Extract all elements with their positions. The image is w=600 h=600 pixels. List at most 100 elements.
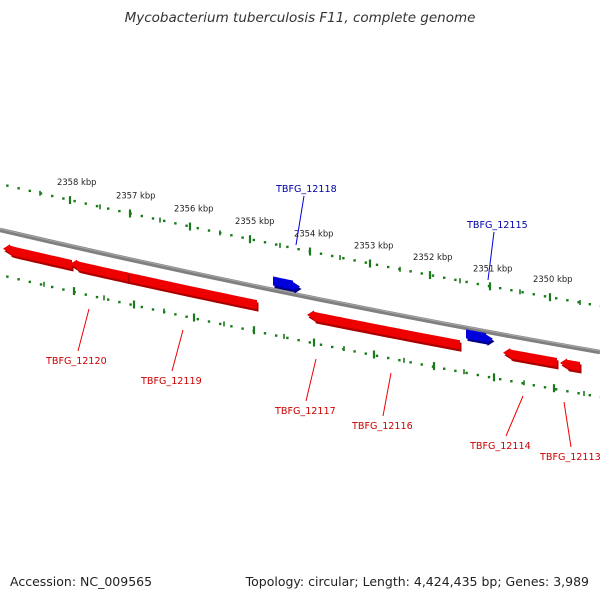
scale-dot <box>241 327 244 330</box>
scale-dot <box>6 184 9 187</box>
scale-dot <box>420 363 423 366</box>
gene-label: TBFG_12115 <box>466 220 528 231</box>
gene-arrow-tbfg_12115 <box>466 329 495 346</box>
scale-dot <box>107 207 110 210</box>
gene-arrow-tbfg_12119 <box>70 259 130 285</box>
scale-dot <box>499 286 502 290</box>
scale-dot <box>28 189 31 193</box>
scale-dot <box>174 313 177 316</box>
scale-tick-label: 2355 kbp <box>235 216 274 226</box>
scale-dot <box>510 380 513 383</box>
scale-dot <box>219 322 222 326</box>
scale-dot <box>454 369 457 373</box>
scale-dot <box>84 293 87 296</box>
scale-dot <box>476 282 479 286</box>
scale-dot <box>566 390 569 393</box>
scale-tick-label: 2356 kbp <box>174 204 213 214</box>
gene-arrow <box>3 244 72 270</box>
map-title: Mycobacterium tuberculosis F11, complete… <box>124 10 476 26</box>
scale-tick-label: 2354 kbp <box>294 229 333 239</box>
gene-label: TBFG_12120 <box>45 356 107 367</box>
scale-dot <box>51 285 54 289</box>
gene-arrow <box>560 358 580 372</box>
scale-dot <box>140 214 143 218</box>
scale-dot <box>431 274 435 277</box>
scale-dot <box>151 308 155 311</box>
gene-arrow <box>503 348 557 367</box>
scale-dot <box>319 252 323 255</box>
scale-dot <box>28 280 31 284</box>
scale-dot <box>487 375 491 379</box>
scale-dot <box>420 272 423 275</box>
scale-dot <box>555 297 558 300</box>
scale-dot <box>95 295 99 299</box>
gene-label-leader <box>505 395 524 437</box>
scale-dot <box>555 388 558 391</box>
scale-tick-label: 2353 kbp <box>354 240 393 250</box>
scale-dot <box>375 354 379 358</box>
gene-label: TBFG_12118 <box>275 184 337 195</box>
scale-dot <box>364 261 367 264</box>
gene-label-leader <box>563 401 572 448</box>
scale-dot <box>163 219 166 223</box>
gene-arrow <box>70 259 128 282</box>
scale-dot <box>532 384 535 387</box>
gene-arrow <box>307 310 343 327</box>
gene-label: TBFG_12114 <box>469 441 531 452</box>
scale-dot <box>342 256 345 260</box>
scale-dot <box>17 187 20 190</box>
scale-dot <box>241 236 244 239</box>
gene-arrow-tbfg_12114 <box>503 348 559 370</box>
scale-dot <box>308 341 311 344</box>
scale-dot <box>286 245 289 249</box>
backbone-highlight <box>0 228 600 352</box>
scale-tick-label: 2352 kbp <box>413 252 452 262</box>
scale-dot <box>118 300 121 304</box>
scale-dot <box>577 301 580 304</box>
scale-tick-label: 2357 kbp <box>116 190 155 200</box>
scale-dot <box>331 254 334 258</box>
scale-dot <box>196 226 199 230</box>
scale-dot <box>588 393 591 397</box>
scale-dot <box>39 283 43 286</box>
scale-dot <box>263 241 267 244</box>
scale-dot <box>196 317 199 321</box>
gene-arrow <box>341 317 460 350</box>
gene-arrow-tbfg_12117 <box>307 310 345 330</box>
gene-arrow <box>466 329 493 344</box>
scale-dot <box>353 350 356 353</box>
gene-arrow <box>273 276 300 291</box>
scale-dot <box>207 320 211 323</box>
scale-dot <box>364 352 367 355</box>
genome-backbone <box>0 227 600 355</box>
gene-arrow-tbfg_12119-body <box>126 272 259 312</box>
scale-dot <box>51 194 54 198</box>
scale-dot <box>588 302 591 306</box>
scale-dot <box>319 343 323 346</box>
scale-tick-label: 2358 kbp <box>57 177 96 187</box>
scale-dot <box>185 224 188 227</box>
scale-dot <box>252 238 255 242</box>
gene-arrow-tbfg_12118 <box>273 276 302 294</box>
scale-dot <box>140 305 143 309</box>
scale-dot <box>543 295 547 298</box>
scale-dot <box>185 315 188 318</box>
scale-dot <box>521 382 524 385</box>
gene-label-leader <box>295 195 305 246</box>
scale-dot <box>577 392 580 395</box>
scale-dot <box>387 265 390 269</box>
scale-dot <box>84 202 87 205</box>
scale-dot <box>151 217 155 220</box>
gene-arrow-tbfg_12113 <box>560 358 582 374</box>
gene-label-leader <box>77 308 90 352</box>
scale-dot <box>398 358 401 362</box>
scale-dot <box>409 270 412 273</box>
gene-label: TBFG_12113 <box>539 452 600 463</box>
scale-dot <box>263 332 267 335</box>
scale-dot <box>331 345 334 349</box>
scale-dot <box>107 298 110 301</box>
scale-dot <box>387 356 390 360</box>
scale-dot <box>465 371 468 375</box>
